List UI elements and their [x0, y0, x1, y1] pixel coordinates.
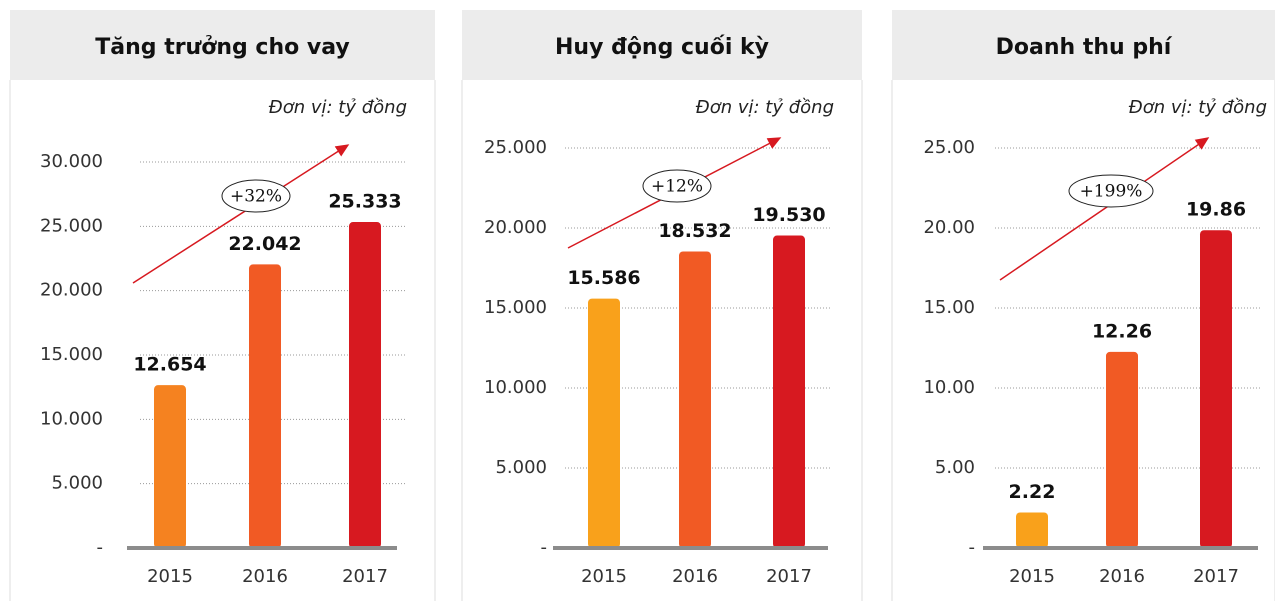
- unit-label: Đơn vị: tỷ đồng: [1129, 97, 1267, 118]
- bar: [1106, 351, 1138, 548]
- bar: [588, 298, 620, 548]
- x-tick-label: 2015: [1009, 566, 1055, 587]
- x-tick-label: 2015: [147, 566, 193, 587]
- unit-label: Đơn vị: tỷ đồng: [696, 97, 834, 118]
- bar: [773, 235, 805, 548]
- y-tick-label: 20.000: [40, 280, 103, 301]
- y-tick-label: 20.00: [923, 217, 975, 238]
- bar: [249, 264, 281, 548]
- value-label: 19.530: [752, 204, 825, 226]
- y-tick-label: -: [97, 537, 104, 558]
- annotation: +32%: [230, 187, 282, 207]
- y-tick-label: 20.000: [484, 217, 547, 238]
- y-tick-label: 5.000: [495, 457, 547, 478]
- value-label: 2.22: [1009, 481, 1056, 503]
- bar: [154, 385, 186, 548]
- y-tick-label: 15.00: [923, 297, 975, 318]
- y-tick-label: 25.000: [40, 215, 103, 236]
- value-label: 25.333: [328, 191, 401, 213]
- annotation: +12%: [651, 177, 703, 197]
- panel-header: [462, 10, 862, 80]
- y-tick-label: -: [969, 537, 976, 558]
- x-tick-label: 2016: [672, 566, 718, 587]
- y-tick-label: 25.000: [484, 137, 547, 158]
- y-tick-label: 10.00: [923, 377, 975, 398]
- x-tick-label: 2016: [1099, 566, 1145, 587]
- x-tick-label: 2017: [1193, 566, 1239, 587]
- chart-title: Huy động cuối kỳ: [555, 35, 769, 60]
- chart-title: Tăng trưởng cho vay: [95, 35, 349, 60]
- y-tick-label: 5.00: [935, 457, 975, 478]
- panel-header: [892, 10, 1275, 80]
- y-tick-label: 15.000: [40, 344, 103, 365]
- annotation: +199%: [1080, 182, 1143, 202]
- value-label: 19.86: [1186, 199, 1246, 221]
- value-label: 18.532: [658, 220, 731, 242]
- y-tick-label: 10.000: [484, 377, 547, 398]
- value-label: 22.042: [228, 233, 301, 255]
- value-label: 12.26: [1092, 320, 1152, 342]
- x-tick-label: 2017: [342, 566, 388, 587]
- value-label: 15.586: [567, 267, 640, 289]
- x-tick-label: 2017: [766, 566, 812, 587]
- chart-title: Doanh thu phí: [996, 35, 1173, 60]
- trend-arrow: [132, 144, 350, 284]
- bar: [349, 222, 381, 548]
- y-tick-label: -: [541, 537, 548, 558]
- bar: [1016, 512, 1048, 548]
- annotation-ellipse: [1068, 174, 1154, 208]
- panel-header: [10, 10, 435, 80]
- trend-arrow: [999, 137, 1210, 281]
- y-tick-label: 30.000: [40, 151, 103, 172]
- unit-label: Đơn vị: tỷ đồng: [269, 97, 407, 118]
- x-tick-label: 2015: [581, 566, 627, 587]
- x-tick-label: 2016: [242, 566, 288, 587]
- annotation-ellipse: [642, 169, 712, 203]
- y-tick-label: 25.00: [923, 137, 975, 158]
- y-tick-label: 15.000: [484, 297, 547, 318]
- bar: [1200, 230, 1232, 549]
- bar: [679, 251, 711, 548]
- annotation-ellipse: [221, 179, 291, 213]
- y-tick-label: 5.000: [51, 473, 103, 494]
- y-tick-label: 10.000: [40, 408, 103, 429]
- value-label: 12.654: [133, 354, 206, 376]
